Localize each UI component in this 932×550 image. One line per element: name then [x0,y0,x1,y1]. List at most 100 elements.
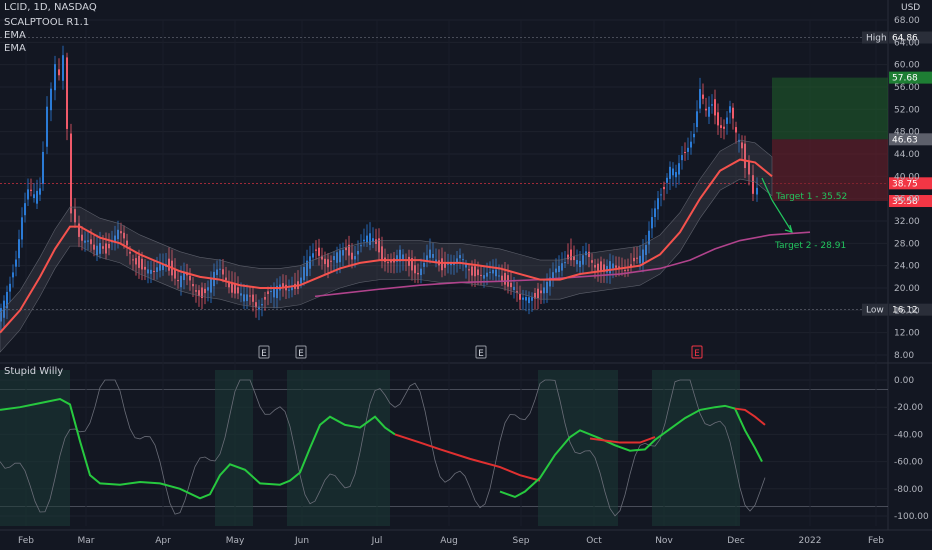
candle-body [282,283,284,288]
candle-body [504,273,506,285]
candle-body [585,251,587,256]
candle-body [219,268,221,270]
candle-body [630,264,632,267]
candle-body [576,259,578,265]
candle-body [615,265,617,268]
candle-body [273,288,275,298]
candle-body [624,270,626,272]
osc-series-line [499,404,763,499]
candle-body [321,255,323,260]
candle-body [726,117,728,124]
ema-band [0,139,773,353]
candle-body [573,256,575,261]
price-tick-label: 56.00 [894,83,920,93]
candle-body [234,283,236,294]
candle-body [561,263,563,271]
candle-body [678,163,680,175]
candle-body [114,235,116,242]
candle-body [558,265,560,273]
candle-body [717,112,719,126]
candle-body [432,254,434,258]
candle-body [207,287,209,291]
candle-body [444,262,446,268]
candle-body [126,240,128,246]
candle-body [669,166,671,179]
candle-body [15,259,17,267]
candle-body [723,126,725,129]
earnings-marker-label: E [694,349,700,359]
osc-zone [287,370,390,526]
candle-body [84,240,86,243]
candle-body [132,259,134,261]
candle-body [606,266,608,273]
candle-body [66,57,68,129]
candle-body [748,161,750,175]
candle-body [135,258,137,265]
candle-body [732,107,734,119]
candle-body [369,233,371,245]
candle-body [21,217,23,240]
price-tick-label: 20.00 [894,284,920,294]
price-tick-label: 16.00 [894,306,920,316]
position-loss-zone [772,139,888,202]
candle-body [201,287,203,299]
earnings-marker-label: E [478,349,484,359]
candle-body [336,252,338,263]
candle-body [420,268,422,276]
candle-body [62,55,64,81]
candle-body [549,277,551,287]
candle-body [9,283,11,292]
candle-body [741,142,743,149]
candle-body [474,266,476,277]
candle-body [483,275,485,279]
candle-body [93,244,95,250]
indicator-ema-label-2: EMA [4,43,26,54]
ema-slow-line [314,231,811,298]
candle-body [396,255,398,262]
candle-body [588,251,590,258]
price-tick-label: 64.00 [894,38,920,48]
position-profit-zone [772,77,888,140]
time-tick-label: Dec [727,536,744,546]
candle-body [684,151,686,153]
candle-body [699,89,701,109]
candle-body [198,290,200,296]
candle-body [108,243,110,249]
indicator-scalptool-label: SCALPTOOL R1.1 [4,17,90,28]
candle-body [525,297,527,301]
price-tag-label: 16.12 [892,306,918,316]
earnings-marker [258,345,270,359]
candle-body [756,187,758,195]
candle-body [87,240,89,242]
candle-body [54,64,56,91]
candle-body [492,269,494,274]
candle-body [177,280,179,282]
candle-body [12,272,14,278]
candle-body [50,88,52,111]
candle-body [546,281,548,293]
candle-body [537,288,539,299]
low-label-box [862,303,888,316]
candle-body [99,243,101,254]
price-tag [889,31,932,44]
price-tag-label: 35.58 [892,197,918,207]
candle-body [237,287,239,294]
candle-body [39,188,41,195]
candle-body [636,257,638,259]
candle-body [105,243,107,254]
candle-body [183,271,185,281]
candle-body [267,291,269,294]
time-tick-label: Jul [371,536,383,546]
candle-body [381,246,383,260]
osc-series-line [0,397,396,500]
candle-body [243,294,245,302]
candle-body [192,284,194,287]
lower-pane-title: Stupid Willy [4,366,64,377]
candle-body [18,239,20,259]
candle-body [153,270,155,272]
osc-tick-label: -60.00 [894,458,923,468]
candle-body [675,172,677,178]
candle-body [351,252,353,260]
candle-body [276,285,278,299]
